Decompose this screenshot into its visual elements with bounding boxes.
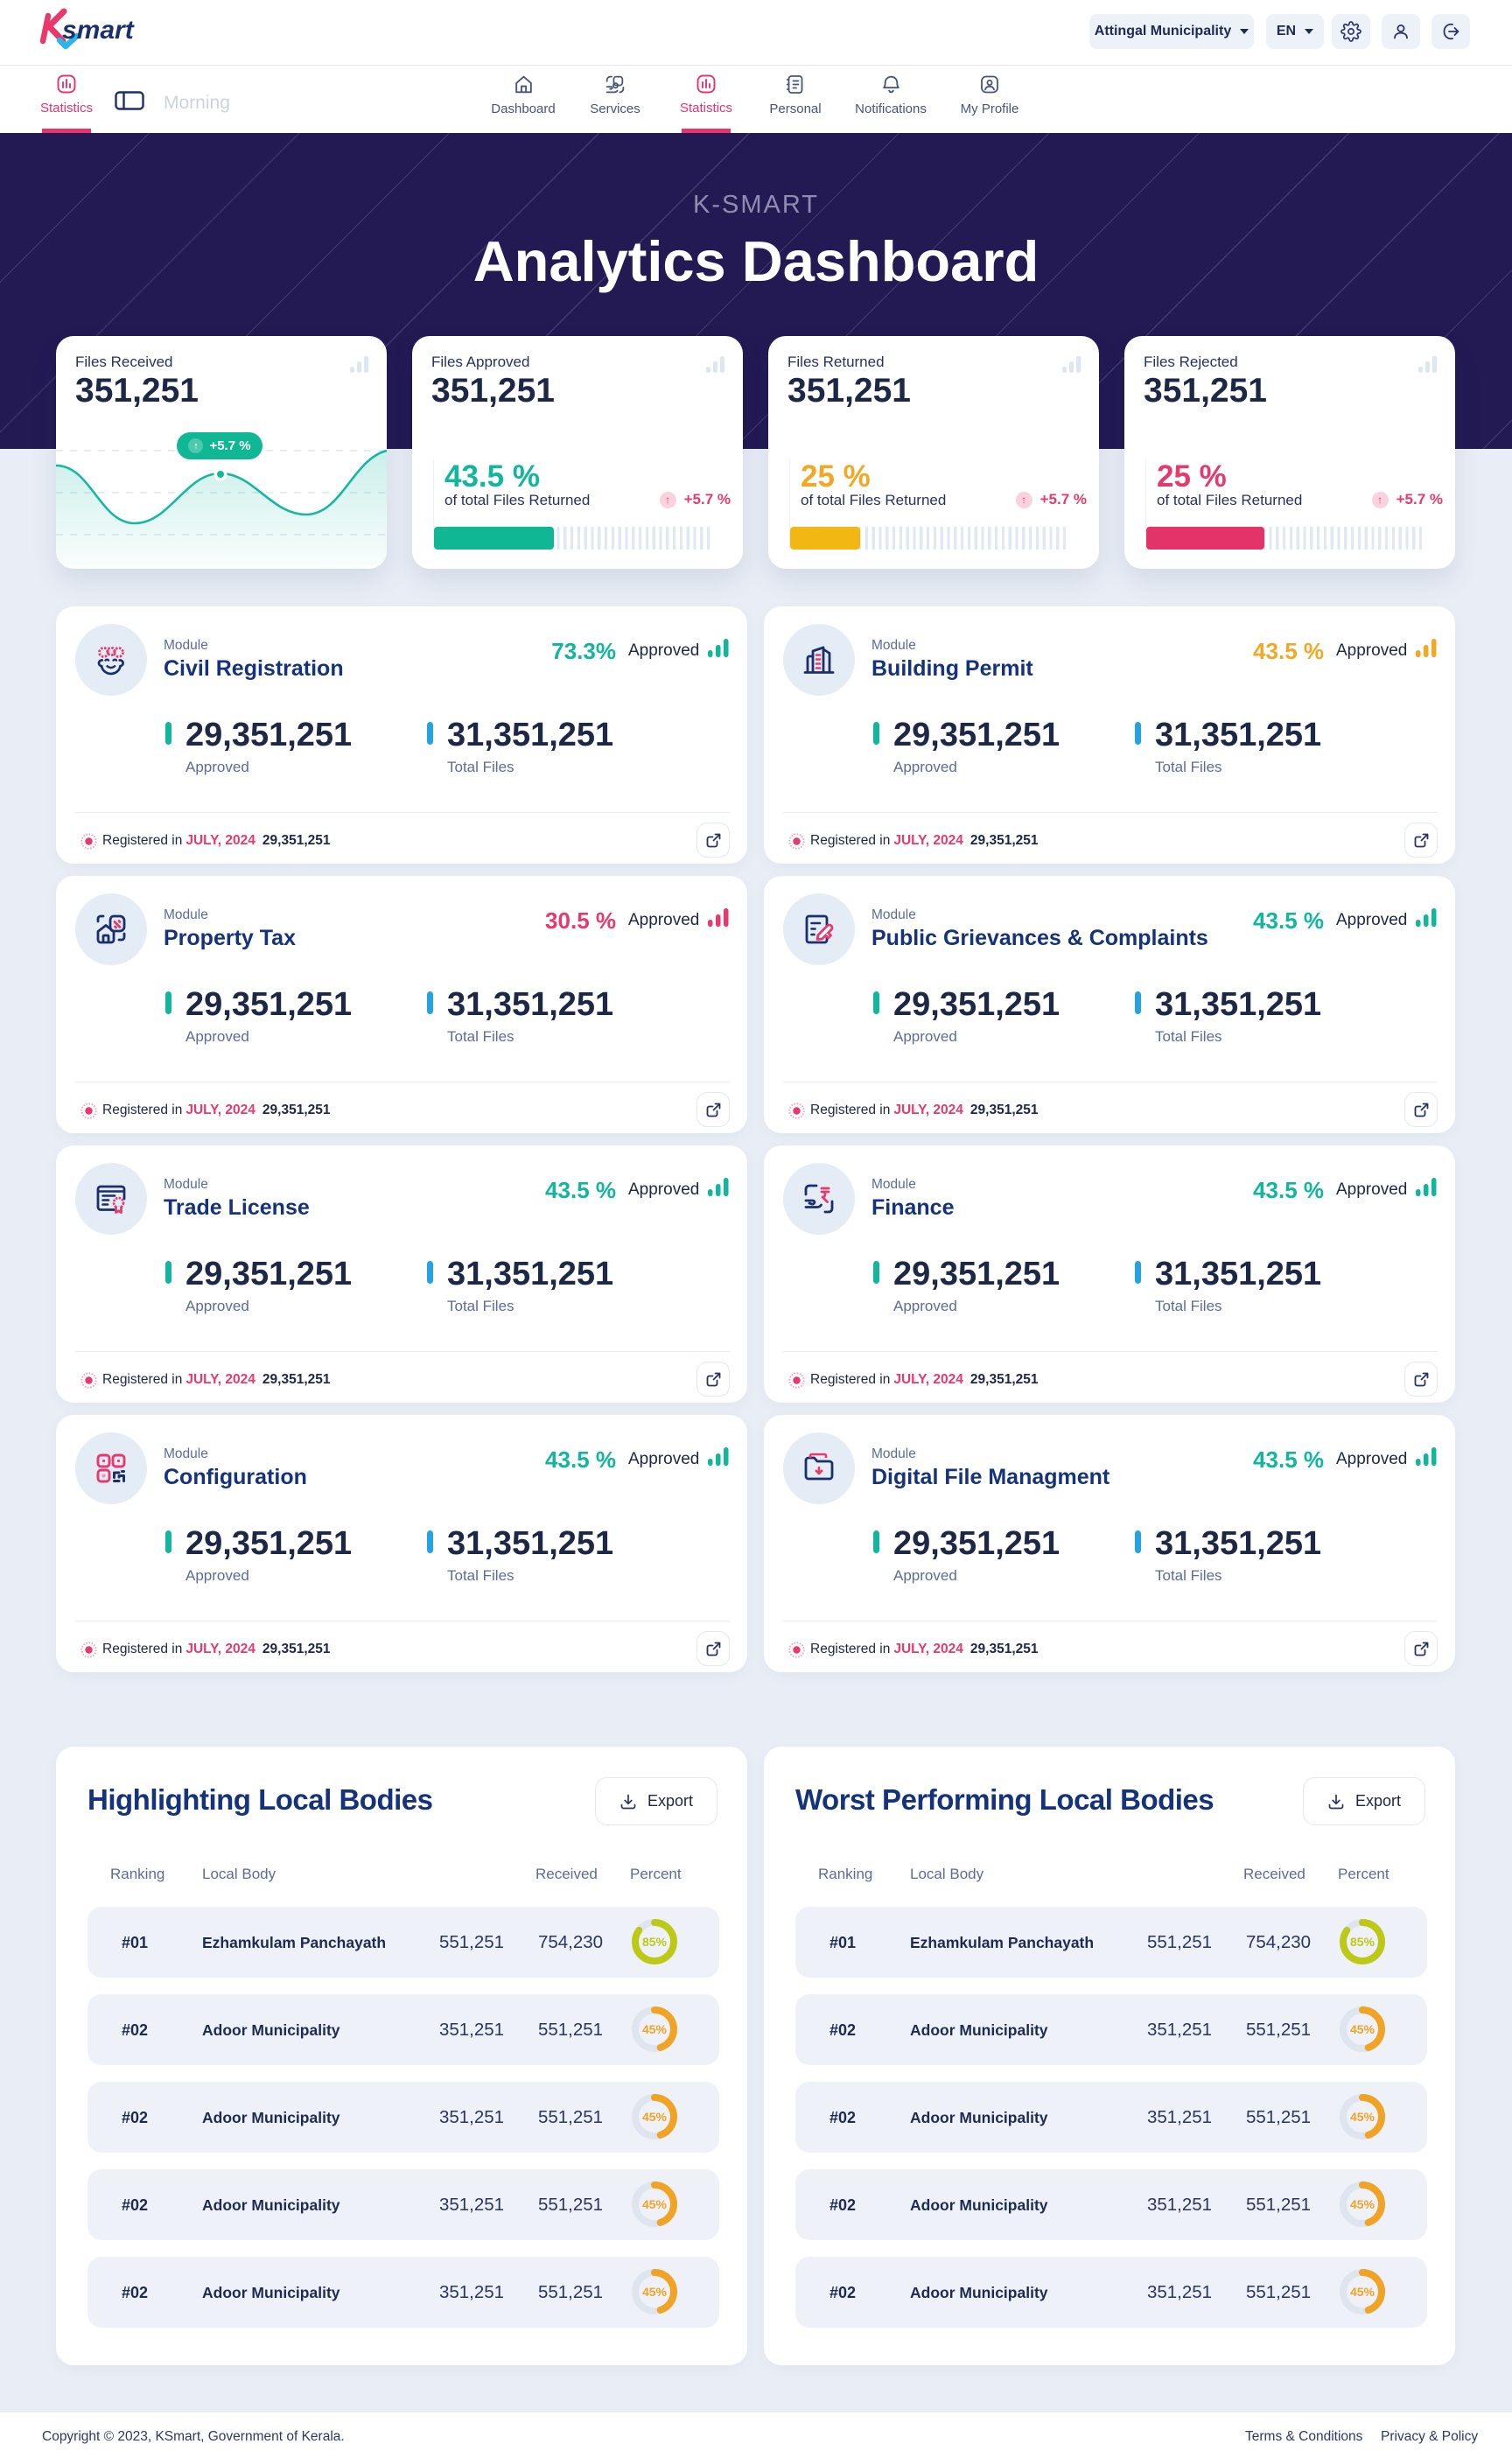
svg-text:45%: 45% (1350, 2285, 1376, 2299)
svg-text:45%: 45% (1350, 2110, 1376, 2124)
svg-text:45%: 45% (642, 2197, 668, 2211)
svg-text:smart: smart (62, 16, 136, 45)
svg-text:45%: 45% (642, 2285, 668, 2299)
svg-text:85%: 85% (642, 1935, 668, 1949)
svg-text:45%: 45% (1350, 2022, 1376, 2036)
svg-text:85%: 85% (1350, 1935, 1376, 1949)
svg-text:45%: 45% (642, 2022, 668, 2036)
svg-text:45%: 45% (642, 2110, 668, 2124)
svg-text:45%: 45% (1350, 2197, 1376, 2211)
